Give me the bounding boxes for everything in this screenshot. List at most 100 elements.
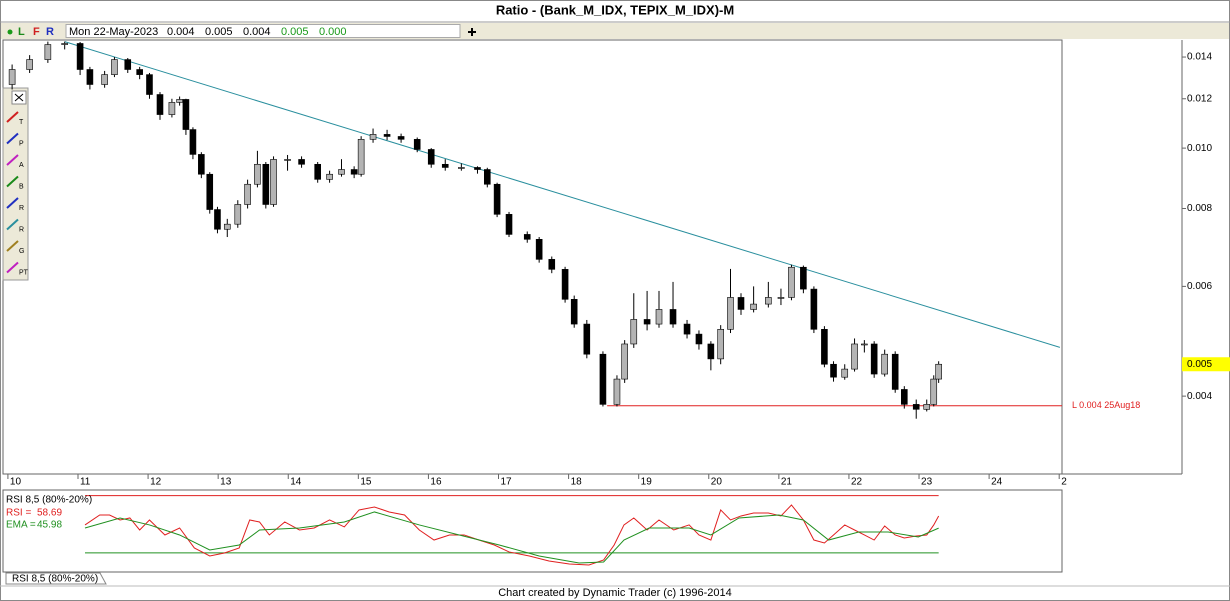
candle-body: [810, 288, 818, 330]
candle-body: [357, 139, 365, 175]
tool-label[interactable]: A: [19, 162, 24, 169]
candle-body: [750, 303, 757, 310]
candle-body: [788, 266, 795, 298]
rsi-tab[interactable]: [5, 572, 107, 585]
tool-label[interactable]: P: [19, 140, 24, 147]
tool-icon[interactable]: [6, 261, 19, 274]
candle-body: [369, 134, 377, 140]
status-dot: [7, 29, 13, 35]
candle-body: [583, 323, 591, 355]
footer: Chart created by Dynamic Trader (c) 1996…: [498, 587, 732, 599]
tool-icon[interactable]: [6, 111, 19, 123]
tool-label[interactable]: R: [19, 226, 24, 233]
candle-body: [669, 309, 677, 325]
chart-title: Ratio - (Bank_M_IDX, TEPIX_M_IDX)-M: [496, 2, 734, 17]
candle-body: [474, 167, 481, 170]
x-tick-label: 11: [80, 477, 91, 488]
y-tick-label: 0.014: [1187, 52, 1212, 63]
candle-body: [683, 323, 691, 335]
flag-l[interactable]: L: [18, 26, 25, 38]
tool-label[interactable]: PT: [19, 269, 29, 276]
add-button[interactable]: [468, 28, 476, 36]
candle-body: [234, 204, 242, 225]
candle-body: [561, 269, 569, 300]
candle-body: [630, 319, 638, 345]
candle-body: [124, 59, 132, 70]
candle-body: [930, 378, 938, 405]
candle-body: [765, 297, 772, 305]
quote-high: 0.005: [205, 26, 233, 38]
flag-f[interactable]: F: [33, 26, 40, 38]
candle-body: [61, 43, 68, 45]
legend-name: EMA =: [6, 520, 36, 531]
candle-body: [206, 173, 214, 210]
candle-body: [136, 69, 143, 75]
tool-icon[interactable]: [6, 218, 19, 231]
x-tick-label: 17: [501, 477, 513, 488]
candle-body: [284, 159, 291, 161]
tool-icon[interactable]: [6, 175, 19, 188]
close-tools[interactable]: [11, 90, 27, 105]
candle-body: [314, 163, 321, 180]
x-tick-label: 15: [360, 477, 372, 488]
rsi-series: [84, 504, 940, 566]
tool-icon[interactable]: [6, 240, 19, 252]
x-tick-label: 14: [290, 477, 302, 488]
tool-label[interactable]: B: [19, 183, 24, 190]
quote-date: Mon 22-May-2023: [69, 26, 158, 38]
candle-body: [397, 136, 405, 140]
candle-body: [870, 343, 878, 375]
candle-body: [214, 209, 221, 230]
tool-icon[interactable]: [6, 197, 19, 209]
candle-body: [523, 234, 531, 240]
candle-body: [821, 329, 828, 365]
candle-body: [881, 353, 888, 375]
candle-body: [86, 69, 94, 85]
candle-body: [198, 154, 205, 175]
candle-body: [643, 319, 651, 325]
x-tick-label: 19: [641, 477, 653, 488]
x-tick-label: 21: [781, 477, 793, 488]
quote-low: 0.004: [243, 26, 271, 38]
candle-body: [717, 329, 724, 360]
candle-body: [655, 309, 663, 325]
candle-body: [851, 343, 858, 370]
x-tick-label: 2: [1061, 477, 1067, 488]
rsi-series: [84, 511, 939, 564]
candle-body: [841, 368, 849, 378]
candle-body: [189, 129, 197, 155]
candle-body: [146, 74, 153, 95]
tool-label[interactable]: R: [19, 205, 24, 212]
candle-body: [727, 297, 734, 330]
candle-body: [570, 299, 578, 325]
candle-body: [599, 353, 607, 405]
candle-body: [493, 183, 501, 215]
tool-label[interactable]: T: [19, 119, 24, 126]
candle-body: [891, 353, 899, 390]
candle-body: [830, 363, 837, 378]
y-tick-label: 0.012: [1187, 93, 1212, 104]
price-marker-label: 0.005: [1187, 359, 1212, 370]
candle-body: [912, 404, 920, 410]
tool-icon[interactable]: [6, 132, 19, 145]
rsi-tab-label[interactable]: RSI 8,5 (80%-20%): [12, 574, 98, 585]
flag-r[interactable]: R: [46, 26, 54, 38]
candle-body: [298, 159, 305, 165]
x-tick-label: 22: [851, 477, 863, 488]
candle-body: [326, 173, 333, 180]
tool-icon[interactable]: [6, 154, 19, 166]
candle-body: [427, 149, 435, 165]
candle-body: [383, 134, 391, 137]
candle-body: [861, 343, 868, 346]
candle-body: [901, 389, 908, 405]
candle-body: [262, 163, 270, 205]
x-tick-label: 12: [150, 477, 162, 488]
candle-body: [182, 99, 190, 130]
tool-label[interactable]: G: [19, 248, 24, 255]
x-tick-label: 20: [711, 477, 723, 488]
candle-body: [244, 183, 251, 205]
candle-body: [254, 163, 261, 185]
legend-value: 45.98: [37, 520, 62, 531]
